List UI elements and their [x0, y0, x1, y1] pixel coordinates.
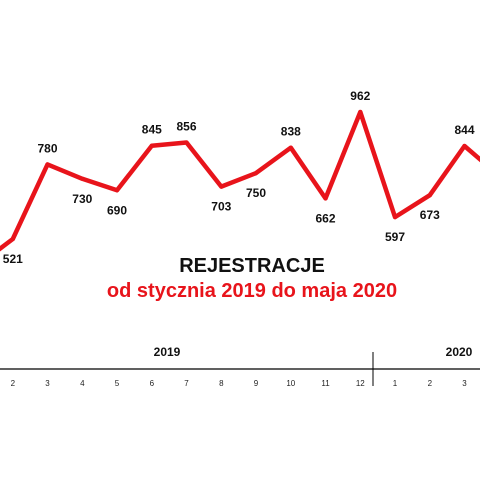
data-label-2019-7: 856 [176, 120, 196, 134]
x-axis: 2019 2020 2 3 4 5 6 7 8 9 10 11 12 1 2 3 [0, 345, 480, 388]
year-label-2019: 2019 [154, 345, 181, 359]
data-label-2019-9: 750 [246, 186, 266, 200]
x-tick-2019-11: 11 [321, 379, 330, 388]
x-tick-2019-2: 2 [11, 379, 16, 388]
data-label-2019-3: 780 [37, 141, 57, 155]
data-point-2019-2 [10, 237, 15, 241]
data-point-2019-8 [219, 184, 224, 189]
data-point-2019-3 [45, 162, 50, 167]
data-point-2019-10 [288, 145, 293, 150]
data-point-2019-7 [184, 140, 189, 145]
data-label-2019-6: 845 [142, 123, 162, 137]
chart-subtitle: od stycznia 2019 do maja 2020 [107, 280, 397, 302]
x-tick-2019-9: 9 [254, 379, 259, 388]
data-label-2019-10: 838 [281, 125, 301, 139]
x-tick-2019-10: 10 [286, 379, 295, 388]
x-tick-2019-8: 8 [219, 379, 224, 388]
data-point-2020-1 [393, 215, 397, 220]
x-tick-2019-5: 5 [115, 379, 120, 388]
data-point-2019-5 [115, 188, 119, 193]
x-tick-2019-3: 3 [45, 379, 50, 388]
x-tick-2020-3: 3 [462, 379, 467, 388]
data-label-layer: 521 780 730 690 845 856 703 750 838 662 962 597 673 8… [3, 89, 475, 266]
x-tick-2020-2: 2 [428, 379, 433, 388]
x-tick-2019-4: 4 [80, 379, 85, 388]
data-label-2020-2: 673 [420, 208, 440, 222]
x-tick-2020-1: 1 [393, 379, 398, 388]
data-point-2019-4 [80, 176, 85, 181]
series-line-layer [0, 109, 480, 252]
data-point-2019-6 [149, 143, 154, 148]
data-point-2020-2 [427, 193, 432, 198]
x-tick-2019-7: 7 [184, 379, 189, 388]
data-point-2019-9 [254, 171, 258, 176]
x-tick-labels: 2 3 4 5 6 7 8 9 10 11 12 1 2 3 [11, 379, 468, 388]
data-label-2019-2: 521 [3, 252, 23, 266]
x-tick-2019-6: 6 [150, 379, 155, 388]
data-label-2019-11: 662 [315, 211, 335, 225]
x-tick-2019-12: 12 [356, 379, 365, 388]
data-label-2019-12: 962 [350, 89, 370, 103]
data-label-2020-3: 844 [454, 123, 474, 137]
data-label-2019-8: 703 [211, 200, 231, 214]
year-label-2020: 2020 [446, 345, 473, 359]
data-label-2019-5: 690 [107, 203, 127, 217]
chart-title: REJESTRACJE [179, 255, 325, 277]
data-label-2020-1: 597 [385, 230, 405, 244]
data-point-2020-3 [462, 144, 467, 148]
registrations-series-line [0, 109, 480, 252]
data-label-2019-4: 730 [72, 192, 92, 206]
data-point-2019-11 [323, 196, 328, 201]
data-point-2019-12 [358, 110, 363, 114]
